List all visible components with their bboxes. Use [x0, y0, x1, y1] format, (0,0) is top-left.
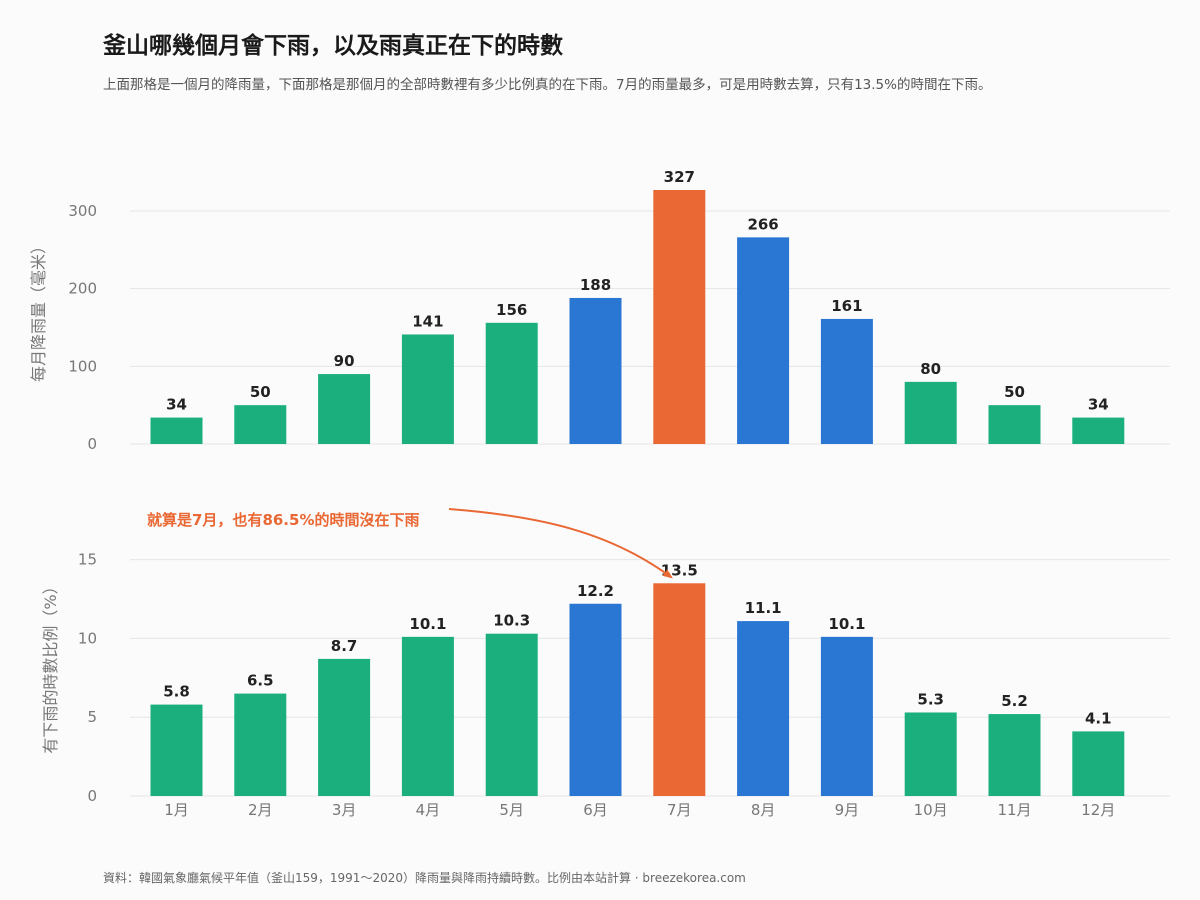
- data-label: 50: [1004, 383, 1025, 401]
- bar-7月: [653, 189, 706, 444]
- bar-2月: [234, 693, 287, 796]
- data-label: 4.1: [1085, 709, 1112, 727]
- bar-1月: [150, 417, 203, 444]
- y-tick-label: 0: [87, 787, 97, 805]
- bar-6月: [569, 297, 622, 444]
- data-label: 13.5: [661, 561, 698, 579]
- panel-2: 0 5 10 15 有下雨的時數比例（%） 5.8 1月 6.5 2月 8.7 3月 10.1 4月 10…: [41, 508, 1170, 819]
- data-label: 5.8: [163, 683, 190, 701]
- x-tick-label: 11月: [997, 801, 1031, 819]
- bar-3月: [318, 658, 371, 796]
- data-label: 34: [166, 396, 187, 414]
- x-tick-label: 4月: [416, 801, 441, 819]
- x-tick-label: 12月: [1081, 801, 1115, 819]
- data-label: 50: [250, 383, 271, 401]
- y-tick-label: 10: [78, 629, 97, 647]
- y-axis-label: 有下雨的時數比例（%）: [41, 578, 60, 753]
- bar-8月: [737, 621, 790, 796]
- bar-10月: [904, 381, 957, 444]
- x-tick-label: 1月: [164, 801, 189, 819]
- y-tick-label: 300: [68, 202, 97, 220]
- panel-1: 0 100 200 300 每月降雨量（毫米） 34 50 90 141 156 188 327 266…: [29, 168, 1170, 453]
- y-tick-label: 100: [68, 357, 97, 375]
- data-label: 5.2: [1001, 692, 1028, 710]
- bar-10月: [904, 712, 957, 796]
- chart-title: 釜山哪幾個月會下雨，以及雨真正在下的時數: [103, 33, 563, 59]
- data-label: 161: [831, 297, 862, 315]
- data-label: 8.7: [331, 637, 358, 655]
- x-tick-label: 7月: [667, 801, 692, 819]
- annotation-text: 就算是7月，也有86.5%的時間沒在下雨: [147, 511, 419, 529]
- x-tick-label: 5月: [499, 801, 524, 819]
- bar-8月: [737, 237, 790, 444]
- bar-12月: [1072, 731, 1125, 796]
- x-tick-label: 9月: [835, 801, 860, 819]
- bar-3月: [318, 374, 371, 444]
- bar-2月: [234, 405, 287, 444]
- data-label: 90: [334, 352, 355, 370]
- data-label: 80: [920, 360, 941, 378]
- bar-7月: [653, 583, 706, 796]
- data-label: 5.3: [917, 690, 944, 708]
- x-tick-label: 2月: [248, 801, 273, 819]
- data-label: 156: [496, 301, 527, 319]
- data-label: 327: [664, 168, 695, 186]
- bar-11月: [988, 714, 1041, 796]
- data-label: 141: [412, 312, 443, 330]
- source-note: 資料：韓國氣象廳氣候平年值（釜山159，1991～2020）降雨量與降雨持續時數…: [103, 871, 746, 885]
- bar-9月: [820, 318, 873, 444]
- x-tick-label: 8月: [751, 801, 776, 819]
- data-label: 6.5: [247, 672, 274, 690]
- bar-5月: [485, 633, 538, 796]
- y-tick-label: 200: [68, 280, 97, 298]
- bar-11月: [988, 405, 1041, 444]
- data-label: 12.2: [577, 582, 614, 600]
- data-label: 10.1: [828, 615, 865, 633]
- data-label: 188: [580, 276, 611, 294]
- y-axis-label: 每月降雨量（毫米）: [29, 238, 48, 382]
- chart-subtitle: 上面那格是一個月的降雨量，下面那格是那個月的全部時數裡有多少比例真的在下雨。7月…: [103, 77, 992, 93]
- annotation-arrow: [448, 508, 673, 579]
- y-tick-label: 5: [87, 708, 97, 726]
- bar-12月: [1072, 417, 1125, 444]
- x-tick-label: 10月: [914, 801, 948, 819]
- bar-4月: [401, 334, 454, 444]
- data-label: 10.1: [409, 615, 446, 633]
- bar-5月: [485, 322, 538, 444]
- y-tick-label: 15: [78, 551, 97, 569]
- bar-9月: [820, 636, 873, 796]
- bar-4月: [401, 636, 454, 796]
- bar-6月: [569, 603, 622, 796]
- x-tick-label: 6月: [583, 801, 608, 819]
- y-tick-label: 0: [87, 435, 97, 453]
- data-label: 266: [747, 215, 778, 233]
- data-label: 11.1: [745, 599, 782, 617]
- data-label: 34: [1088, 396, 1109, 414]
- x-tick-label: 3月: [332, 801, 357, 819]
- data-label: 10.3: [493, 612, 530, 630]
- bar-1月: [150, 704, 203, 796]
